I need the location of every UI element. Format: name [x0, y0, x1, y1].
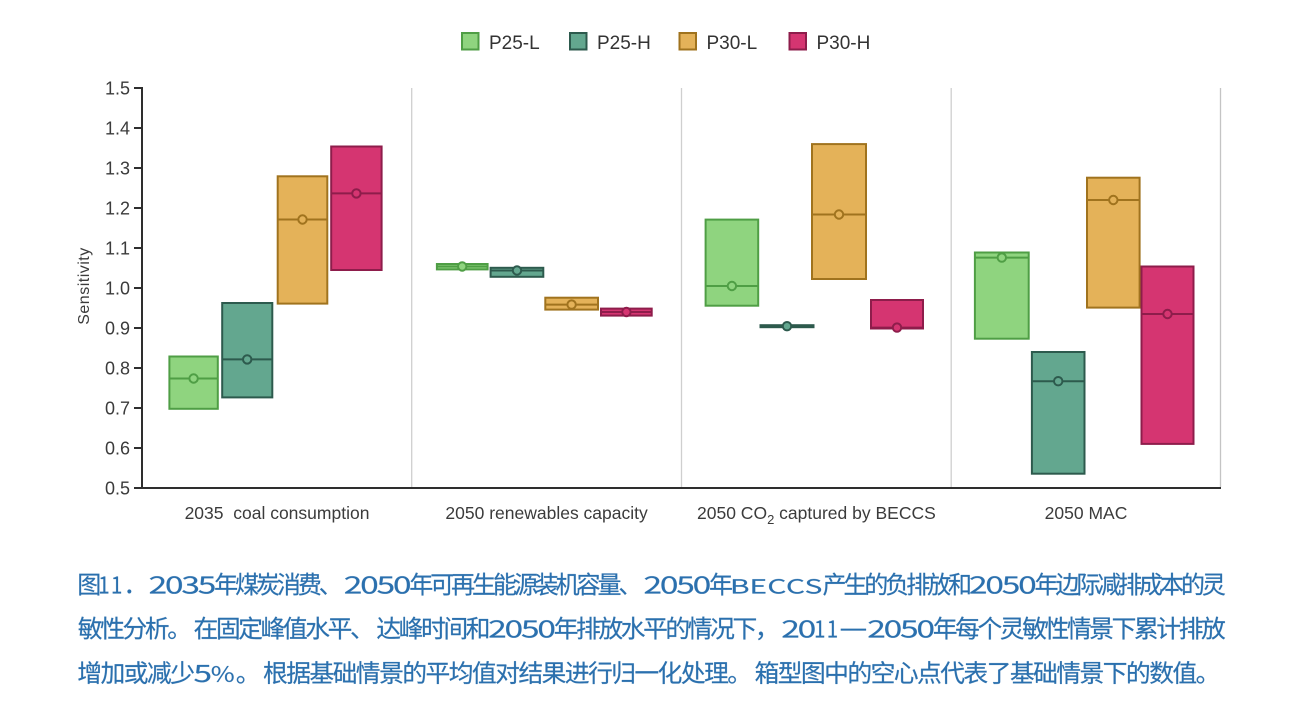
svg-text:1.5: 1.5: [105, 79, 130, 99]
svg-text:P25-H: P25-H: [597, 33, 651, 54]
svg-text:1.3: 1.3: [105, 159, 130, 179]
svg-text:0.8: 0.8: [105, 359, 130, 379]
svg-text:1.4: 1.4: [105, 119, 130, 139]
svg-text:0.9: 0.9: [105, 319, 130, 339]
svg-text:2050 CO2 captured by BECCS: 2050 CO2 captured by BECCS: [697, 503, 936, 527]
svg-text:P30-H: P30-H: [817, 33, 871, 54]
svg-text:0.7: 0.7: [105, 399, 130, 419]
svg-text:1.2: 1.2: [105, 199, 130, 219]
svg-text:2050 MAC: 2050 MAC: [1045, 503, 1128, 523]
svg-text:0.5: 0.5: [105, 479, 130, 499]
svg-text:2050 renewables capacity: 2050 renewables capacity: [445, 503, 648, 523]
svg-text:1.1: 1.1: [105, 239, 130, 259]
svg-text:0.6: 0.6: [105, 439, 130, 459]
svg-text:Sensitivity: Sensitivity: [76, 247, 93, 325]
svg-text:P30-L: P30-L: [707, 33, 758, 54]
svg-text:P25-L: P25-L: [489, 33, 540, 54]
svg-text:2035 coal consumption: 2035 coal consumption: [185, 503, 370, 523]
svg-text:1.0: 1.0: [105, 279, 130, 299]
